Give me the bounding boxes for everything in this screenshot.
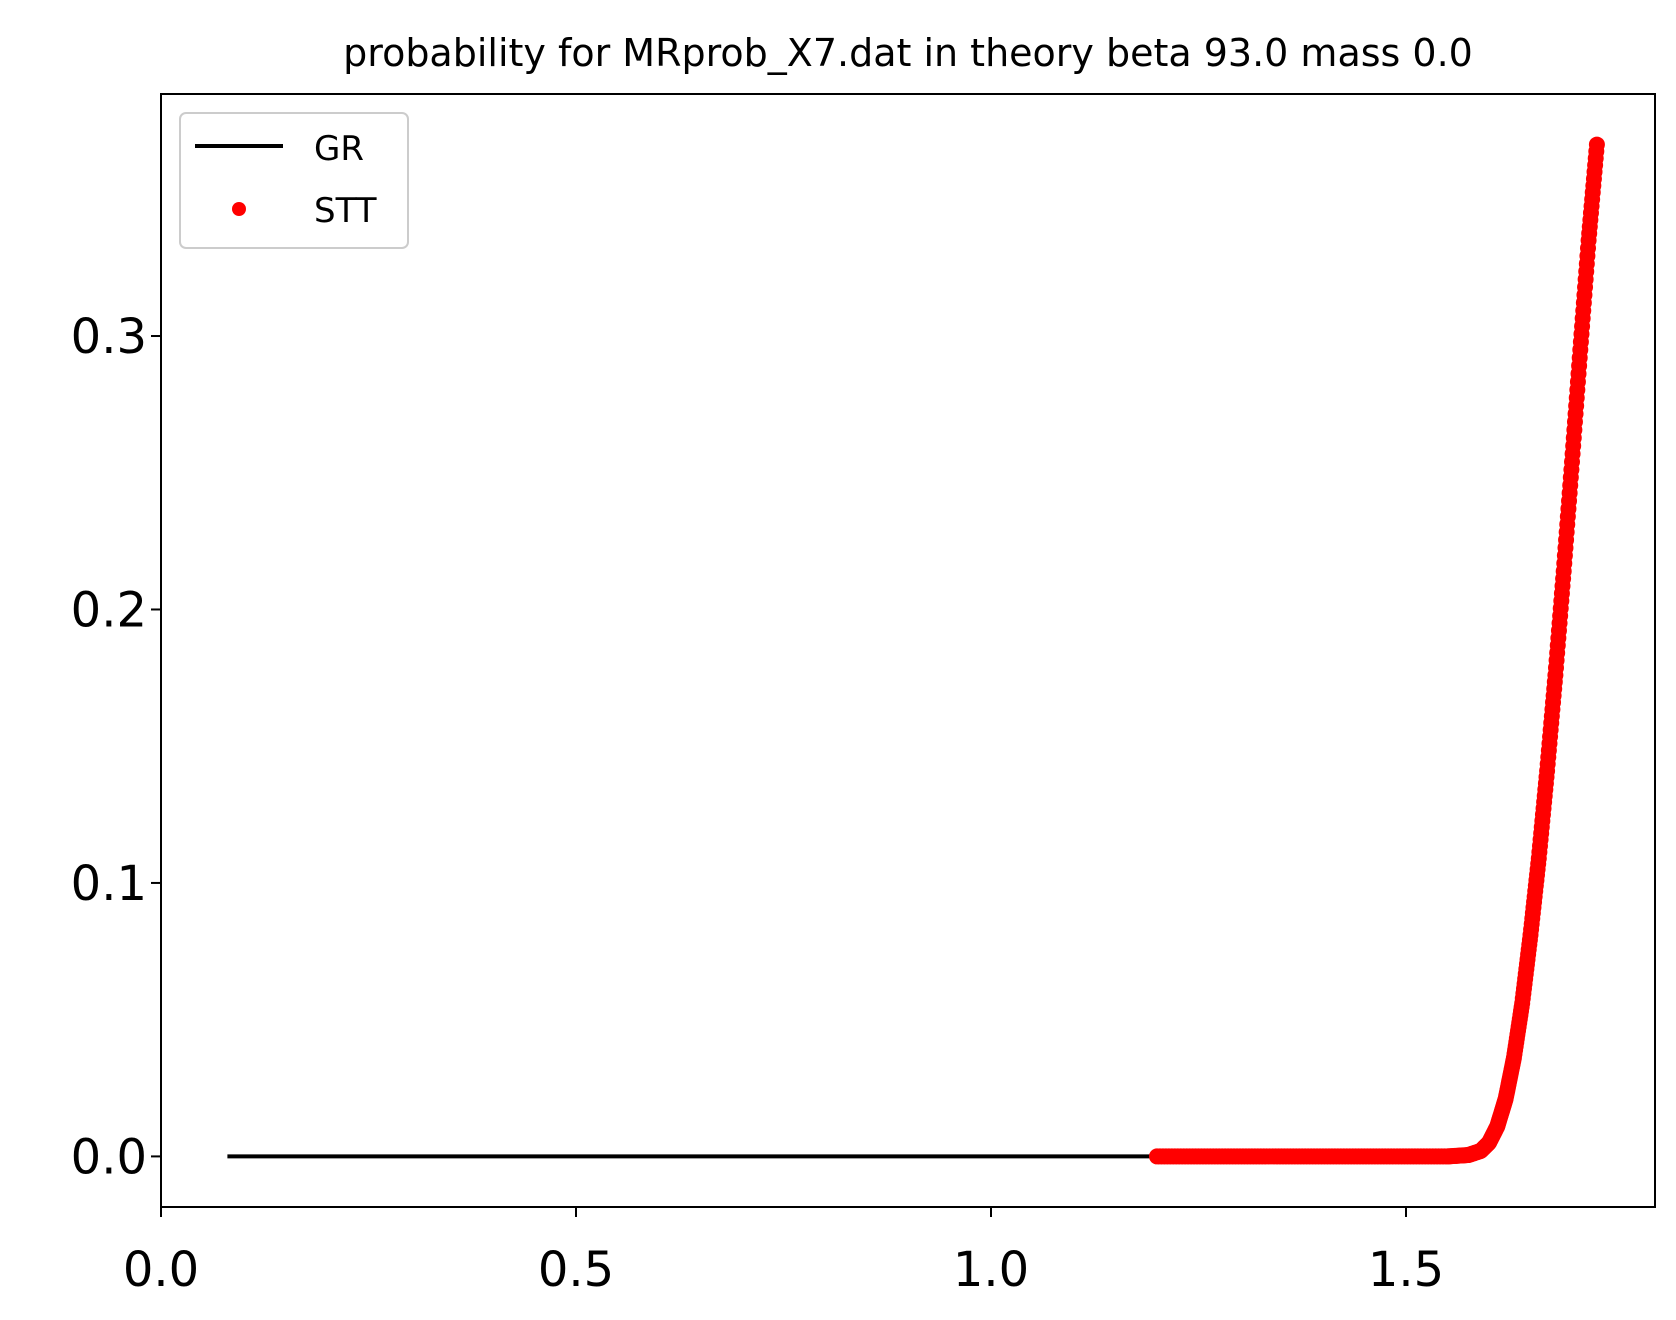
chart-title: probability for MRprob_X7.dat in theory …: [343, 31, 1473, 75]
stt-point: [1588, 136, 1605, 153]
legend-stt-label: STT: [314, 191, 377, 231]
legend-gr-label: GR: [314, 129, 364, 169]
x-axis: 0.0 0.5 1.0 1.5: [123, 1207, 1444, 1298]
legend: GR STT: [179, 112, 409, 249]
x-tick-label: 1.5: [1368, 1242, 1444, 1298]
x-tick-label: 0.5: [538, 1242, 614, 1298]
x-tick-label: 0.0: [123, 1242, 199, 1298]
y-tick-label: 0.3: [71, 309, 147, 365]
y-tick-label: 0.0: [71, 1129, 147, 1185]
y-tick-label: 0.1: [71, 856, 147, 912]
legend-stt-swatch: [232, 202, 246, 216]
x-tick-label: 1.0: [953, 1242, 1029, 1298]
plot-frame: [160, 93, 1656, 1208]
series-layer: [227, 136, 1605, 1165]
y-axis: 0.0 0.1 0.2 0.3: [71, 309, 161, 1185]
y-tick-label: 0.2: [71, 582, 147, 638]
